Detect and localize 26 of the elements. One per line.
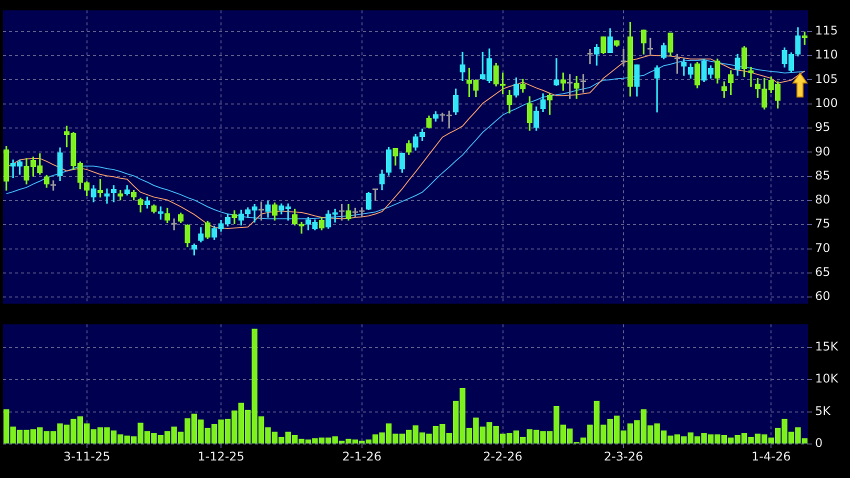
y-tick-label: 65 (815, 265, 830, 280)
x-tick-label: 1-4-26 (752, 449, 791, 464)
y-tick-label: 60 (815, 289, 830, 304)
y-tick-label: 85 (815, 168, 830, 182)
candlestick (104, 188, 110, 204)
x-tick-label: 2-1-26 (342, 449, 382, 464)
x-tick-label: 2-3-26 (604, 449, 644, 464)
candlestick (654, 65, 660, 112)
y-tick-label: 100 (815, 96, 838, 110)
x-tick-label: 2-2-26 (483, 449, 522, 464)
y-tick-label: 80 (815, 192, 830, 207)
candlestick (748, 66, 754, 87)
x-tick-label: 1-12-25 (198, 449, 244, 464)
y-tick-label: 75 (815, 216, 830, 231)
y-tick-label: 90 (815, 144, 830, 158)
candlestick (554, 58, 560, 86)
y-tick-label: 110 (815, 48, 838, 62)
y-tick-label: 5K (815, 404, 832, 418)
y-tick-label: 95 (815, 120, 830, 134)
y-tick-label: 0 (815, 436, 823, 450)
x-tick-label: 3-11-25 (63, 449, 110, 464)
y-tick-label: 70 (815, 240, 830, 255)
y-tick-label: 115 (815, 24, 838, 38)
y-tick-label: 105 (815, 72, 838, 86)
y-tick-label: 10K (815, 372, 840, 386)
y-tick-label: 15K (815, 340, 840, 354)
